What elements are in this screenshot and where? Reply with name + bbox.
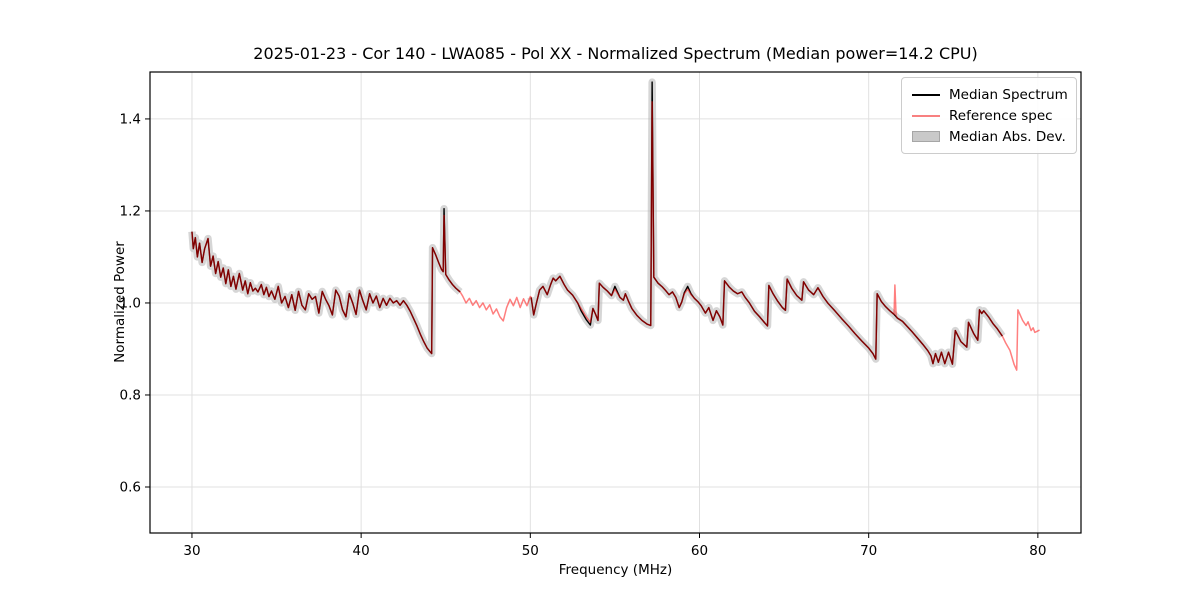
y-tick-label: 1.0 bbox=[120, 295, 141, 311]
legend-label: Reference spec bbox=[949, 107, 1053, 124]
y-axis-label: Normalized Power bbox=[112, 241, 128, 363]
x-tick-label: 60 bbox=[691, 543, 708, 559]
median-spectrum-line-swatch bbox=[912, 93, 940, 96]
legend-label: Median Spectrum bbox=[949, 86, 1068, 103]
x-axis-label: Frequency (MHz) bbox=[558, 562, 673, 578]
x-tick-label: 80 bbox=[1029, 543, 1046, 559]
reference-spec-line bbox=[191, 101, 1040, 371]
legend-item-median-spectrum: Median Spectrum bbox=[912, 84, 1068, 105]
y-tick-label: 0.6 bbox=[120, 479, 141, 495]
y-tick-label: 1.4 bbox=[120, 111, 141, 127]
y-tick-label: 0.8 bbox=[120, 387, 141, 403]
plot-title: 2025-01-23 - Cor 140 - LWA085 - Pol XX -… bbox=[253, 44, 978, 63]
reference-spec-line-swatch bbox=[912, 114, 940, 117]
legend: Median Spectrum Reference spec Median Ab… bbox=[901, 77, 1077, 154]
x-tick-label: 30 bbox=[183, 543, 200, 559]
x-tick-label: 50 bbox=[522, 543, 539, 559]
median-abs-dev-patch-swatch bbox=[912, 131, 940, 142]
x-tick-label: 40 bbox=[353, 543, 370, 559]
legend-item-median-abs-dev: Median Abs. Dev. bbox=[912, 126, 1066, 147]
legend-label: Median Abs. Dev. bbox=[949, 128, 1066, 145]
y-tick-label: 1.2 bbox=[120, 203, 141, 219]
x-tick-label: 70 bbox=[860, 543, 877, 559]
legend-item-reference-spec: Reference spec bbox=[912, 105, 1066, 126]
